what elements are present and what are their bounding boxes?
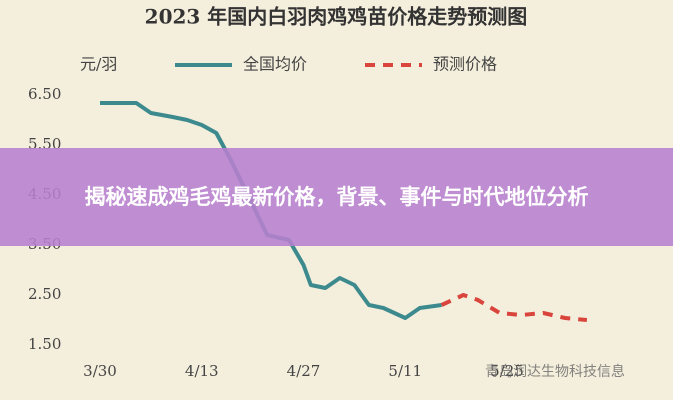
x-tick-label: 4/13	[185, 362, 219, 380]
banner-box: 揭秘速成鸡毛鸡最新价格，背景、事件与时代地位分析	[84, 185, 589, 209]
legend-label: 预测价格	[433, 55, 497, 74]
x-tick-label: 4/27	[287, 362, 321, 380]
legend-label: 全国均价	[243, 55, 307, 74]
x-tick-label: 3/30	[83, 362, 117, 380]
x-tick-label: 5/25	[490, 362, 524, 380]
chart-title: 2023 年国内白羽肉鸡鸡苗价格走势预测图	[145, 5, 528, 29]
y-tick-label: 1.50	[28, 335, 61, 353]
y-axis-label: 元/羽	[80, 55, 117, 74]
watermark: 青岛润达生物科技信息	[485, 363, 625, 380]
series-line	[440, 293, 588, 322]
y-tick-label: 6.50	[28, 85, 61, 103]
banner	[0, 148, 673, 246]
x-tick-label: 5/11	[388, 362, 422, 380]
y-tick-label: 2.50	[28, 285, 61, 303]
banner-title: 揭秘速成鸡毛鸡最新价格，背景、事件与时代地位分析	[84, 185, 589, 209]
